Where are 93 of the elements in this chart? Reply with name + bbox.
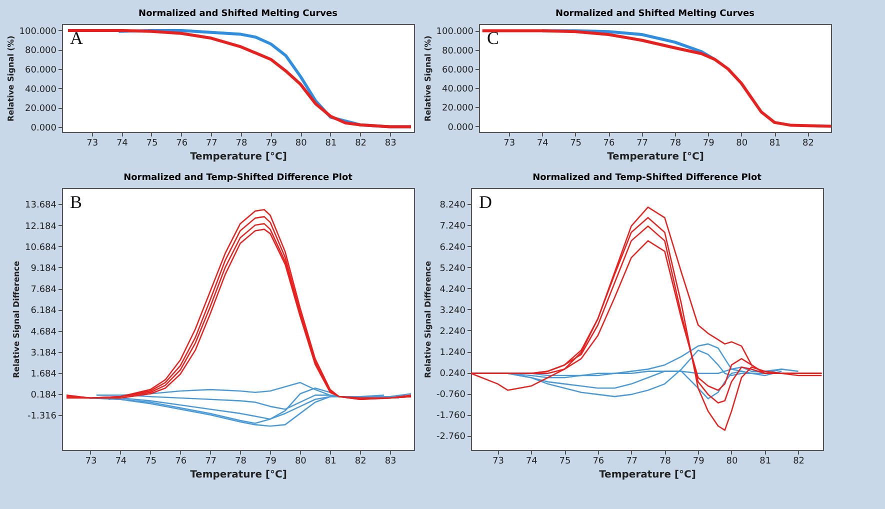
- x-tick-label: 74: [526, 456, 538, 466]
- x-tick-label: 80: [726, 456, 738, 466]
- x-tick-label: 73: [85, 456, 97, 466]
- x-tick-label: 79: [266, 138, 278, 148]
- x-tick-label: 79: [264, 456, 277, 466]
- x-tick-label: 83: [384, 138, 396, 148]
- x-tick-label: 80: [736, 138, 748, 148]
- y-tick-label: -1.760: [436, 411, 466, 422]
- y-tick-label: 6.184: [30, 306, 57, 316]
- y-tick-label: 20.000: [442, 104, 474, 114]
- y-tick-label: 3.184: [30, 348, 57, 358]
- x-tick-label: 73: [86, 138, 98, 148]
- x-tick-label: 76: [175, 456, 187, 466]
- x-tick-label: 81: [325, 138, 337, 148]
- annotation: B: [70, 192, 82, 212]
- x-tick-label: 78: [236, 138, 248, 148]
- x-tick-label: 75: [145, 456, 157, 466]
- y-tick-label: 0.000: [30, 123, 57, 134]
- y-tick-label: 100.000: [19, 26, 57, 37]
- x-tick-label: 82: [802, 138, 814, 148]
- x-tick-label: 75: [146, 138, 158, 148]
- x-tick-label: 76: [592, 456, 604, 466]
- y-tick-label: 12.184: [25, 222, 57, 232]
- y-tick-label: 13.684: [25, 200, 57, 211]
- y-tick-label: 1.684: [30, 369, 57, 380]
- x-tick-label: 82: [354, 456, 366, 466]
- y-tick-label: 10.684: [25, 242, 57, 253]
- x-axis-title: Temperature [°C]: [190, 470, 287, 480]
- x-axis-title: Temperature [°C]: [607, 152, 704, 162]
- y-axis-title: Relative Signal (%): [6, 36, 16, 122]
- y-tick-label: 80.000: [25, 46, 57, 56]
- y-tick-label: -1.316: [27, 412, 57, 422]
- x-tick-label: 83: [384, 456, 396, 466]
- y-tick-label: 9.184: [30, 264, 57, 274]
- x-tick-label: 79: [692, 456, 705, 466]
- y-tick-label: 80.000: [442, 46, 474, 56]
- x-tick-label: 80: [295, 138, 308, 148]
- y-tick-label: 3.240: [440, 306, 466, 316]
- y-tick-label: 0.240: [440, 369, 466, 380]
- x-axis-title: Temperature [°C]: [599, 470, 696, 480]
- x-axis-title: Temperature [°C]: [190, 152, 287, 162]
- y-tick-label: 100.000: [436, 27, 474, 38]
- y-tick-label: 4.684: [30, 327, 57, 338]
- x-tick-label: 75: [559, 456, 571, 466]
- x-tick-label: 82: [355, 138, 367, 148]
- x-tick-label: 74: [116, 138, 128, 148]
- y-tick-label: 0.184: [30, 390, 57, 400]
- x-tick-label: 76: [603, 138, 616, 148]
- x-tick-label: 78: [235, 456, 247, 466]
- annotation: A: [70, 28, 83, 48]
- y-tick-label: 20.000: [25, 104, 57, 114]
- y-axis-title: Relative Signal (%): [423, 36, 432, 122]
- y-tick-label: 40.000: [442, 84, 474, 95]
- chart-title: Normalized and Temp-Shifted Difference Plot: [532, 173, 762, 183]
- chart-title: Normalized and Shifted Melting Curves: [138, 9, 338, 19]
- y-axis-title: Relative Signal Difference: [423, 260, 432, 378]
- x-tick-label: 78: [670, 138, 682, 148]
- chart-title: Normalized and Temp-Shifted Difference Plot: [124, 173, 354, 183]
- y-tick-label: 60.000: [442, 65, 474, 76]
- x-tick-label: 79: [702, 138, 715, 148]
- y-tick-label: 2.240: [440, 326, 466, 337]
- x-tick-label: 78: [659, 456, 672, 466]
- x-tick-label: 82: [793, 456, 805, 466]
- y-tick-label: 40.000: [25, 84, 57, 95]
- x-tick-label: 81: [760, 456, 772, 466]
- y-tick-label: 1.240: [440, 348, 466, 358]
- y-tick-label: 6.240: [440, 242, 466, 253]
- y-tick-label: -2.760: [436, 432, 466, 442]
- x-tick-label: 81: [769, 138, 781, 148]
- y-tick-label: 60.000: [25, 65, 57, 76]
- y-tick-label: 4.240: [440, 284, 466, 295]
- x-tick-label: 73: [492, 456, 504, 466]
- x-tick-label: 77: [626, 456, 638, 466]
- x-tick-label: 77: [206, 138, 218, 148]
- x-tick-label: 77: [636, 138, 648, 148]
- y-axis-title: Relative Signal Difference: [12, 260, 22, 378]
- x-tick-label: 74: [536, 138, 549, 148]
- x-tick-label: 81: [324, 456, 336, 466]
- annotation: D: [479, 192, 492, 212]
- y-tick-label: 0.000: [448, 122, 474, 133]
- y-tick-label: 7.684: [30, 285, 57, 296]
- x-tick-label: 77: [205, 456, 217, 466]
- y-tick-label: 8.240: [440, 200, 466, 211]
- x-tick-label: 74: [115, 456, 127, 466]
- y-tick-label: 5.240: [440, 264, 466, 274]
- chart-title: Normalized and Shifted Melting Curves: [556, 9, 754, 19]
- y-tick-label: 7.240: [440, 222, 466, 232]
- x-tick-label: 75: [570, 138, 582, 148]
- annotation: C: [487, 28, 500, 48]
- x-tick-label: 76: [176, 138, 188, 148]
- x-tick-label: 73: [504, 138, 516, 148]
- x-tick-label: 80: [294, 456, 307, 466]
- y-tick-label: -0.760: [436, 390, 466, 400]
